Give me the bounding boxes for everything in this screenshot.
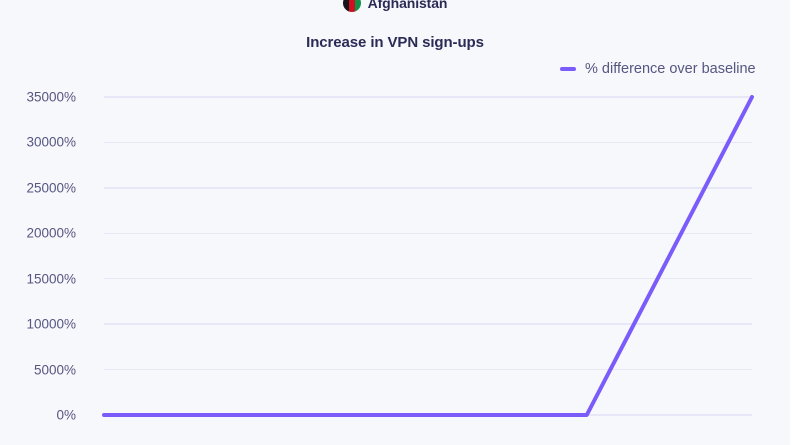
y-axis-tick-label: 30000%: [26, 134, 76, 150]
y-axis-tick-label: 0%: [56, 407, 76, 423]
line-marker-icon: [560, 67, 576, 71]
country-name: Afghanistan: [367, 0, 448, 11]
y-axis-tick-label: 20000%: [26, 225, 76, 241]
plot-area: 0% 5000% 10000% 15000% 20000% 25000% 30000% 350…: [0, 80, 790, 445]
gridline: [104, 323, 752, 325]
y-axis-tick-label: 5000%: [33, 362, 76, 378]
chart-title: Increase in VPN sign-ups: [306, 34, 484, 51]
gridline: [104, 368, 752, 371]
gridline: [104, 141, 752, 144]
y-axis-tick-label: 15000%: [26, 271, 76, 287]
series-line-chart: [102, 95, 754, 417]
country-header: Afghanistan: [0, 0, 790, 14]
gridline: [104, 187, 752, 189]
legend-item-label: % difference over baseline: [585, 61, 756, 77]
afghanistan-flag-icon: [342, 0, 361, 12]
y-axis-tick-label: 35000%: [26, 89, 76, 105]
y-axis-tick-label: 25000%: [26, 180, 76, 196]
gridline: [104, 96, 752, 98]
y-axis-tick-label: 10000%: [26, 316, 76, 332]
gridline: [104, 232, 752, 235]
gridline: [104, 277, 752, 280]
series-line-path: [102, 95, 754, 417]
panel-right-edge: [790, 0, 800, 445]
chart-legend: % difference over baseline: [560, 61, 756, 77]
